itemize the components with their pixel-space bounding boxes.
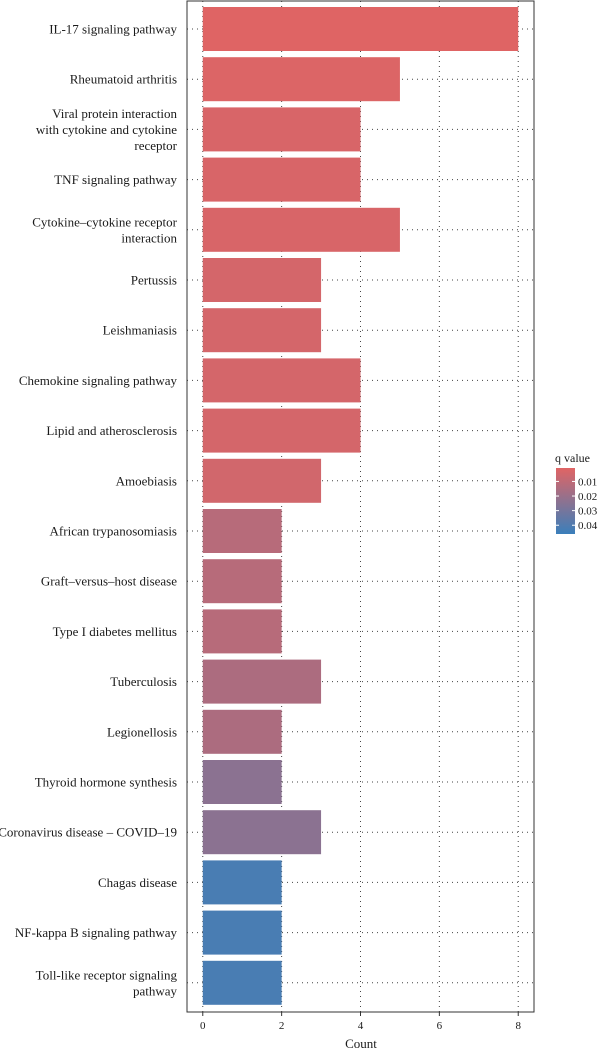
bar [202,910,282,955]
category-label: Toll-like receptor signaling pathway [36,967,178,998]
legend-tick-label: 0.02 [578,491,597,503]
legend-tick-label: 0.01 [578,476,597,488]
category-label: Pertussis [131,273,177,288]
bar [202,659,322,704]
category-label: NF-kappa B signaling pathway [15,925,178,940]
bar [202,157,361,202]
bar [202,7,519,51]
legend-title: q value [555,451,590,465]
category-label: Lipid and atherosclerosis [46,423,177,438]
x-tick-label: 4 [358,1020,364,1032]
legend: q value 0.01 0.02 0.03 0.04 [555,451,598,534]
category-label: Type I diabetes mellitus [53,624,177,639]
x-tick-label: 0 [200,1020,206,1032]
category-label: IL-17 signaling pathway [49,22,177,37]
category-label: Viral protein interaction with cytokine a… [36,106,178,153]
bar [202,107,361,152]
bar [202,207,400,252]
category-label: Chagas disease [98,875,177,890]
bar [202,308,322,353]
category-label: Graft–versus–host disease [41,574,177,589]
category-labels: IL-17 signaling pathway Rheumatoid arthri… [0,22,178,999]
bar [202,358,361,403]
grid-lines [187,1,534,1012]
category-label: African trypanosomiasis [50,524,177,539]
x-tick-label: 6 [437,1020,443,1032]
bar [202,860,282,905]
x-axis-label: Count [345,1036,377,1051]
legend-ticks: 0.01 0.02 0.03 0.04 [556,476,598,532]
category-label: Coronavirus disease – COVID–19 [0,825,177,840]
x-axis: 0 2 4 6 8 [200,1012,521,1032]
bar [202,609,282,654]
x-tick-label: 2 [279,1020,285,1032]
bar [202,960,282,1005]
category-label: Chemokine signaling pathway [19,373,178,388]
category-label: Cytokine–cytokine receptor interaction [32,214,177,245]
category-label: Tuberculosis [110,674,177,689]
bar [202,810,322,855]
bar [202,559,282,604]
bar [202,408,361,453]
legend-tick-label: 0.04 [578,520,598,532]
bar [202,709,282,754]
x-tick-label: 8 [515,1020,521,1032]
bar [202,458,322,503]
legend-colorbar [556,468,575,534]
bar [202,760,282,804]
category-label: Leishmaniasis [103,323,177,338]
category-label: Legionellosis [107,724,177,739]
bar [202,509,282,553]
category-label: TNF signaling pathway [54,172,177,187]
bars [202,7,519,1005]
category-label: Rheumatoid arthritis [70,72,177,87]
bar [202,57,400,102]
category-label: Amoebiasis [116,473,177,488]
bar [202,258,322,302]
legend-tick-label: 0.03 [578,506,598,518]
category-label: Thyroid hormone synthesis [35,775,177,790]
